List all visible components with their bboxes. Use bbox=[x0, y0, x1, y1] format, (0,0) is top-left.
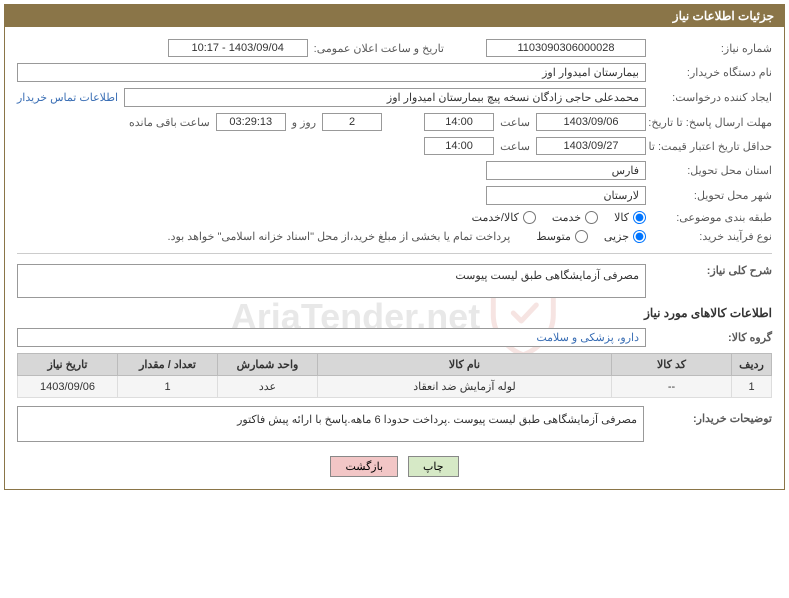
td-name: لوله آزمایش ضد انعقاد bbox=[318, 376, 612, 398]
city-field: لارستان bbox=[486, 186, 646, 205]
validity-date-field: 1403/09/27 bbox=[536, 137, 646, 155]
validity-label: حداقل تاریخ اعتبار قیمت: تا تاریخ: bbox=[652, 140, 772, 153]
back-button[interactable]: بازگشت bbox=[330, 456, 398, 477]
days-remaining-field: 2 bbox=[322, 113, 382, 131]
validity-time-label: ساعت bbox=[500, 140, 530, 153]
group-label: گروه کالا: bbox=[652, 331, 772, 344]
class-label: طبقه بندی موضوعی: bbox=[652, 211, 772, 224]
province-label: استان محل تحویل: bbox=[652, 164, 772, 177]
countdown-field: 03:29:13 bbox=[216, 113, 286, 131]
payment-note: پرداخت تمام یا بخشی از مبلغ خرید،از محل … bbox=[168, 230, 511, 243]
row-explanation: توضیحات خریدار: مصرفی آزمایشگاهی طبق لیس… bbox=[17, 406, 772, 442]
buyer-field: بیمارستان امیدوار اوز bbox=[17, 63, 646, 82]
td-date: 1403/09/06 bbox=[18, 376, 118, 398]
row-deadline: مهلت ارسال پاسخ: تا تاریخ: 1403/09/06 سا… bbox=[17, 113, 772, 131]
city-label: شهر محل تحویل: bbox=[652, 189, 772, 202]
row-buyer: نام دستگاه خریدار: بیمارستان امیدوار اوز bbox=[17, 63, 772, 82]
description-field: مصرفی آزمایشگاهی طبق لیست پیوست bbox=[17, 264, 646, 298]
deadline-time-label: ساعت bbox=[500, 116, 530, 129]
th-qty: تعداد / مقدار bbox=[118, 354, 218, 376]
explain-label: توضیحات خریدار: bbox=[652, 406, 772, 425]
td-row: 1 bbox=[732, 376, 772, 398]
buyer-contact-link[interactable]: اطلاعات تماس خریدار bbox=[17, 91, 118, 104]
th-name: نام کالا bbox=[318, 354, 612, 376]
radio-medium-label: متوسط bbox=[536, 230, 571, 243]
radio-goods[interactable]: کالا bbox=[614, 211, 646, 224]
explain-field: مصرفی آزمایشگاهی طبق لیست پیوست .پرداخت … bbox=[17, 406, 644, 442]
province-field: فارس bbox=[486, 161, 646, 180]
row-classification: طبقه بندی موضوعی: کالا خدمت کالا/خدمت bbox=[17, 211, 772, 224]
deadline-time-field: 14:00 bbox=[424, 113, 494, 131]
announce-field: 1403/09/04 - 10:17 bbox=[168, 39, 308, 57]
button-bar: چاپ بازگشت bbox=[17, 456, 772, 477]
details-panel: جزئیات اطلاعات نیاز AriaTender.net شماره… bbox=[4, 4, 785, 490]
requester-label: ایجاد کننده درخواست: bbox=[652, 91, 772, 104]
table-header-row: ردیف کد کالا نام کالا واحد شمارش تعداد /… bbox=[18, 354, 772, 376]
radio-minor[interactable]: جزیی bbox=[604, 230, 646, 243]
group-field: دارو، پزشکی و سلامت bbox=[17, 328, 646, 347]
row-requester: ایجاد کننده درخواست: محمدعلی حاجی زادگان… bbox=[17, 88, 772, 107]
radio-goods-label: کالا bbox=[614, 211, 629, 224]
description-label: شرح کلی نیاز: bbox=[652, 264, 772, 277]
deadline-date-field: 1403/09/06 bbox=[536, 113, 646, 131]
panel-title: جزئیات اطلاعات نیاز bbox=[5, 5, 784, 27]
print-button[interactable]: چاپ bbox=[408, 456, 459, 477]
radio-goods-service-label: کالا/خدمت bbox=[472, 211, 519, 224]
radio-goods-service-input[interactable] bbox=[523, 211, 536, 224]
validity-time-field: 14:00 bbox=[424, 137, 494, 155]
radio-minor-input[interactable] bbox=[633, 230, 646, 243]
days-label: روز و bbox=[292, 116, 316, 129]
radio-medium[interactable]: متوسط bbox=[536, 230, 588, 243]
row-process: نوع فرآیند خرید: جزیی متوسط پرداخت تمام … bbox=[17, 230, 772, 243]
deadline-label: مهلت ارسال پاسخ: تا تاریخ: bbox=[652, 116, 772, 129]
announce-label: تاریخ و ساعت اعلان عمومی: bbox=[314, 42, 444, 55]
requester-field: محمدعلی حاجی زادگان نسخه پیچ بیمارستان ا… bbox=[124, 88, 646, 107]
row-validity: حداقل تاریخ اعتبار قیمت: تا تاریخ: 1403/… bbox=[17, 137, 772, 155]
goods-info-title: اطلاعات کالاهای مورد نیاز bbox=[17, 306, 772, 320]
need-number-label: شماره نیاز: bbox=[652, 42, 772, 55]
radio-service-input[interactable] bbox=[585, 211, 598, 224]
th-date: تاریخ نیاز bbox=[18, 354, 118, 376]
goods-table: ردیف کد کالا نام کالا واحد شمارش تعداد /… bbox=[17, 353, 772, 398]
radio-medium-input[interactable] bbox=[575, 230, 588, 243]
table-row: 1 -- لوله آزمایش ضد انعقاد عدد 1 1403/09… bbox=[18, 376, 772, 398]
buyer-label: نام دستگاه خریدار: bbox=[652, 66, 772, 79]
row-city: شهر محل تحویل: لارستان bbox=[17, 186, 772, 205]
radio-goods-service[interactable]: کالا/خدمت bbox=[472, 211, 536, 224]
th-row: ردیف bbox=[732, 354, 772, 376]
row-goods-group: گروه کالا: دارو، پزشکی و سلامت bbox=[17, 328, 772, 347]
row-province: استان محل تحویل: فارس bbox=[17, 161, 772, 180]
remain-label: ساعت باقی مانده bbox=[129, 116, 210, 129]
td-code: -- bbox=[612, 376, 732, 398]
radio-service-label: خدمت bbox=[552, 211, 581, 224]
th-unit: واحد شمارش bbox=[218, 354, 318, 376]
process-label: نوع فرآیند خرید: bbox=[652, 230, 772, 243]
radio-goods-input[interactable] bbox=[633, 211, 646, 224]
td-qty: 1 bbox=[118, 376, 218, 398]
row-need-number: شماره نیاز: 1103090306000028 تاریخ و ساع… bbox=[17, 39, 772, 57]
th-code: کد کالا bbox=[612, 354, 732, 376]
need-number-field: 1103090306000028 bbox=[486, 39, 646, 57]
td-unit: عدد bbox=[218, 376, 318, 398]
row-description: شرح کلی نیاز: مصرفی آزمایشگاهی طبق لیست … bbox=[17, 264, 772, 298]
radio-minor-label: جزیی bbox=[604, 230, 629, 243]
separator bbox=[17, 253, 772, 254]
radio-service[interactable]: خدمت bbox=[552, 211, 598, 224]
